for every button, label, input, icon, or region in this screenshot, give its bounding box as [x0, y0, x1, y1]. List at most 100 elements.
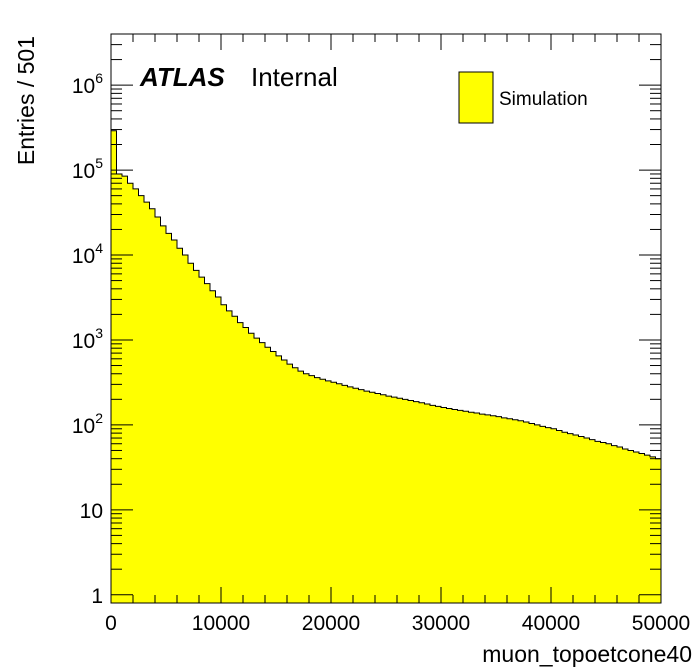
histogram-bar: [325, 380, 332, 603]
histogram-bar: [490, 415, 497, 603]
atlas-label: ATLAS: [139, 62, 225, 92]
histogram-bar: [127, 183, 134, 604]
histogram-bar: [419, 402, 425, 603]
histogram-bar: [479, 414, 486, 603]
histogram-bar: [391, 397, 398, 603]
histogram-bar: [138, 195, 145, 603]
histogram-bar: [215, 297, 222, 603]
histogram-bar: [496, 416, 502, 603]
histogram-bar: [254, 338, 260, 603]
histogram-bar: [188, 263, 194, 603]
histogram-bar: [287, 364, 293, 603]
y-tick-label: 105: [72, 155, 103, 183]
histogram-bar: [265, 347, 271, 603]
histogram-bar: [369, 392, 376, 603]
histogram-bar: [342, 385, 348, 603]
histogram-bar: [589, 439, 596, 603]
x-tick-label: 20000: [302, 612, 360, 635]
histogram-bar: [155, 217, 161, 603]
histogram-bar: [639, 453, 645, 603]
histogram-bar: [452, 409, 458, 603]
histogram-bar: [441, 407, 447, 603]
histogram-bar: [600, 442, 607, 603]
histogram-bar: [149, 208, 156, 604]
histogram-bar: [320, 379, 326, 603]
histogram-bar: [397, 398, 403, 603]
histogram-bar: [347, 386, 354, 603]
histogram-bar: [221, 304, 227, 603]
histogram-bar: [144, 202, 150, 603]
histogram-bar: [177, 248, 183, 604]
y-tick-label: 104: [72, 240, 103, 268]
histogram-bar: [430, 405, 436, 603]
x-tick-label: 50000: [632, 612, 690, 635]
histogram-bar: [501, 417, 508, 603]
histogram-bar: [595, 441, 601, 603]
histogram-bar: [122, 176, 128, 603]
histogram-bar: [160, 225, 167, 603]
histogram-bar: [364, 391, 370, 603]
histogram-bar: [111, 130, 117, 604]
histogram-bar: [518, 420, 524, 603]
histogram-bar: [556, 430, 563, 603]
histogram-bar: [166, 233, 172, 603]
histogram-bars: [111, 130, 662, 604]
histogram-bar: [617, 446, 623, 603]
histogram-bar: [551, 428, 557, 603]
histogram-bar: [578, 436, 585, 603]
histogram-bar: [529, 423, 535, 603]
histogram-bar: [650, 456, 656, 603]
histogram-bar: [463, 411, 469, 603]
histogram-bar: [226, 310, 233, 603]
histogram-bar: [424, 404, 431, 603]
y-axis-ticks: 1 10 102 103 104 105 106: [72, 33, 661, 608]
histogram-bar: [375, 393, 381, 603]
y-tick-label: 10: [80, 500, 103, 523]
histogram-bar: [474, 413, 480, 603]
histogram-bar: [644, 455, 651, 603]
histogram-bar: [402, 399, 409, 603]
histogram-bar: [199, 277, 205, 603]
histogram-bar: [523, 422, 530, 603]
legend-swatch-simulation: [458, 71, 494, 124]
histogram-bar: [413, 401, 420, 603]
histogram-bar: [584, 438, 590, 603]
histogram-bar: [655, 458, 662, 603]
histogram-bar: [248, 333, 255, 603]
histogram-bar: [232, 316, 238, 603]
histogram-bar: [270, 351, 277, 603]
histogram-bar: [485, 414, 491, 603]
x-axis-title: muon_topoetcone40: [482, 641, 692, 667]
histogram-bar: [292, 367, 299, 603]
histogram-bar: [380, 394, 387, 603]
histogram-bar: [243, 327, 249, 603]
histogram-bar: [446, 408, 453, 603]
histogram-bar: [193, 270, 200, 603]
internal-label: Internal: [251, 62, 338, 92]
histogram-bar: [507, 418, 513, 603]
histogram-bar: [309, 375, 315, 603]
histogram-outline: [110, 130, 661, 603]
histogram-bar: [534, 424, 541, 603]
histogram-bar: [298, 371, 304, 603]
histogram-bar: [606, 443, 612, 603]
histogram-bar: [116, 173, 123, 603]
histogram-bar: [567, 433, 574, 603]
histogram-bar: [611, 445, 618, 603]
histogram-bar: [562, 432, 568, 603]
histogram-bar: [182, 255, 189, 603]
x-tick-label: 0: [105, 612, 117, 635]
histogram-bar: [435, 406, 442, 603]
histogram-bar: [303, 373, 310, 603]
histogram-bar: [545, 427, 552, 603]
histogram-bar: [622, 449, 629, 603]
histogram-bar: [386, 396, 392, 603]
histogram-bar: [259, 342, 266, 603]
histogram-bar: [204, 283, 211, 603]
y-tick-label: 102: [72, 410, 103, 438]
histogram-bar: [314, 377, 321, 603]
y-axis-title: Entries / 501: [13, 36, 39, 165]
histogram-bar: [628, 450, 634, 603]
histogram-bar: [353, 388, 359, 603]
histogram-bar: [468, 412, 475, 603]
